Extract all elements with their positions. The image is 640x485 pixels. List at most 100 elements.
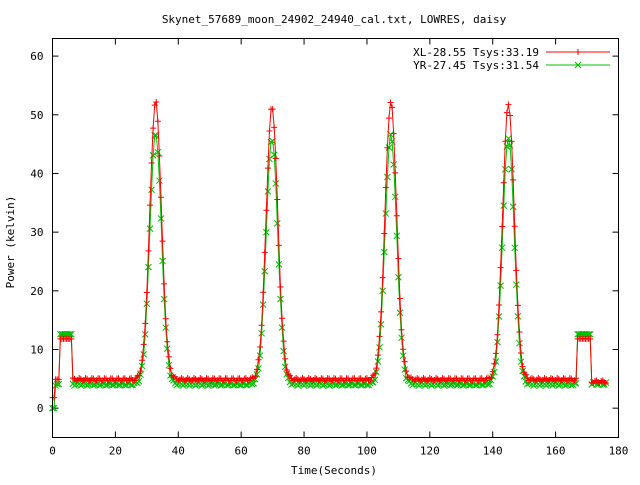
point-xl: [252, 373, 259, 380]
point-xl: [261, 249, 268, 256]
point-xl: [51, 394, 58, 401]
point-yr: [498, 244, 506, 252]
y-tick-label: 0: [37, 402, 44, 415]
point-xl: [587, 335, 594, 342]
point-xl: [511, 223, 518, 230]
point-yr: [277, 295, 284, 303]
point-xl: [514, 302, 521, 309]
point-xl: [164, 338, 171, 345]
point-yr: [250, 380, 258, 387]
y-tick-label: 20: [30, 285, 43, 298]
point-xl: [269, 106, 276, 113]
point-xl: [505, 101, 512, 108]
point-yr: [162, 324, 170, 332]
point-xl: [491, 360, 498, 367]
y-tick-label: 50: [30, 109, 43, 122]
point-yr: [374, 358, 382, 365]
point-xl: [502, 138, 509, 145]
point-xl: [68, 335, 75, 342]
point-yr: [160, 295, 168, 303]
point-xl: [135, 372, 142, 379]
point-xl: [55, 376, 62, 383]
point-xl: [282, 355, 289, 362]
point-xl: [153, 99, 160, 106]
point-yr: [280, 347, 287, 355]
chart-title: Skynet_57689_moon_24902_24940_cal.txt, L…: [162, 13, 507, 26]
point-yr: [516, 339, 523, 347]
point-yr: [262, 228, 270, 236]
point-yr: [145, 263, 152, 271]
point-xl: [496, 301, 503, 308]
x-axis-label: Time(Seconds): [291, 464, 377, 477]
point-xl: [393, 212, 400, 219]
point-xl: [257, 343, 264, 350]
point-xl: [143, 289, 150, 296]
point-yr: [159, 257, 166, 265]
y-tick-label: 40: [30, 167, 43, 180]
point-xl: [165, 353, 172, 360]
x-tick-label: 180: [609, 445, 629, 458]
point-xl: [602, 380, 609, 387]
point-yr: [396, 309, 404, 317]
point-xl: [400, 346, 407, 353]
point-yr: [497, 282, 504, 290]
y-tick-label: 60: [30, 50, 43, 63]
x-tick-label: 140: [483, 445, 503, 458]
point-xl: [390, 130, 397, 137]
point-xl: [374, 352, 381, 359]
point-xl: [497, 264, 504, 271]
point-xl: [513, 267, 520, 274]
point-xl: [279, 315, 286, 322]
point-xl: [148, 159, 155, 166]
point-xl: [253, 366, 260, 373]
point-xl: [139, 357, 146, 364]
point-yr: [278, 324, 286, 331]
point-yr: [509, 203, 517, 211]
point-xl: [264, 165, 271, 172]
point-xl: [157, 194, 164, 201]
x-tick-label: 120: [420, 445, 440, 458]
point-xl: [277, 284, 284, 291]
point-xl: [379, 274, 386, 281]
point-yr: [384, 173, 391, 181]
point-yr: [379, 287, 387, 295]
point-xl: [507, 112, 514, 119]
series-markers-xl: [49, 99, 609, 401]
point-xl: [260, 289, 267, 296]
point-xl: [384, 144, 391, 151]
point-xl: [522, 371, 529, 378]
point-yr: [382, 210, 390, 217]
point-xl: [258, 322, 265, 329]
point-xl: [373, 365, 380, 372]
point-xl: [518, 349, 525, 356]
point-xl: [271, 124, 278, 131]
point-yr: [261, 267, 269, 275]
x-tick-label: 160: [546, 445, 566, 458]
point-xl: [145, 247, 152, 254]
point-yr: [149, 152, 157, 159]
series-markers-yr: [49, 130, 610, 412]
point-xl: [398, 326, 405, 333]
point-xl: [382, 184, 389, 191]
point-xl: [392, 169, 399, 176]
point-xl: [396, 295, 403, 302]
point-xl: [263, 207, 270, 214]
point-yr: [163, 345, 171, 353]
point-xl: [376, 333, 383, 340]
x-tick-label: 60: [235, 445, 248, 458]
point-yr: [258, 329, 265, 337]
y-tick-label: 30: [30, 226, 43, 239]
axis-ticks: 0 20 40 60 80 100 120 140 160 180 0 10 20 30 40 50 60: [30, 38, 629, 458]
point-xl: [401, 358, 408, 365]
point-yr: [140, 351, 148, 358]
point-yr: [508, 165, 515, 173]
point-xl: [275, 242, 282, 249]
x-tick-label: 40: [172, 445, 185, 458]
y-axis-label: Power (kelvin): [4, 196, 17, 289]
point-xl: [151, 102, 158, 109]
point-yr: [494, 338, 501, 346]
point-xl: [162, 315, 169, 322]
point-xl: [492, 350, 499, 357]
